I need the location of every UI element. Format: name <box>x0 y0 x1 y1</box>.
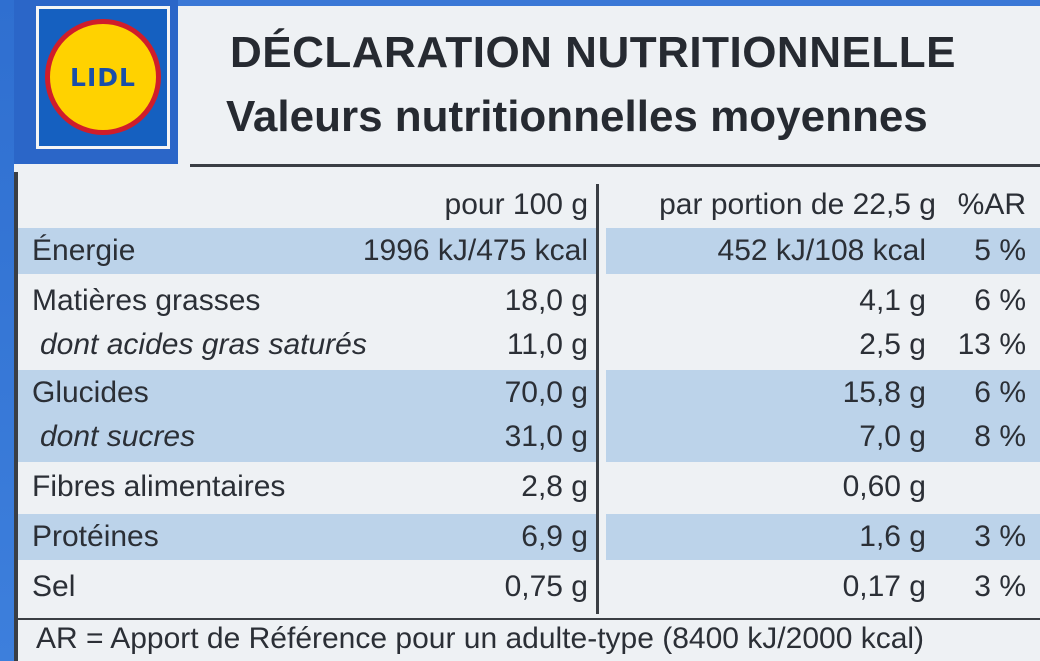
row-portion: 7,0 g <box>859 420 926 453</box>
row-name: Fibres alimentaires <box>32 470 286 503</box>
page-title: DÉCLARATION NUTRITIONNELLE <box>230 28 956 77</box>
header-divider <box>190 164 1040 167</box>
top-blue-strip <box>175 0 1040 6</box>
label-header: DÉCLARATION NUTRITIONNELLE Valeurs nutri… <box>180 6 1040 164</box>
table-row: dont sucres 31,0 g 7,0 g 8 % <box>18 414 1040 460</box>
row-per100: 18,0 g <box>504 284 588 317</box>
row-ar: 3 % <box>974 570 1026 603</box>
table-row: Énergie 1996 kJ/475 kcal 452 kJ/108 kcal… <box>18 228 1040 274</box>
column-divider <box>596 184 599 614</box>
row-per100: 0,75 g <box>504 570 588 603</box>
column-gap <box>596 228 606 274</box>
row-portion: 15,8 g <box>842 376 926 409</box>
lidl-logo: LIDL <box>14 0 178 164</box>
row-name: Sel <box>32 570 76 603</box>
row-name: Énergie <box>32 234 136 267</box>
row-per100: 11,0 g <box>506 328 588 361</box>
row-ar: 5 % <box>974 234 1026 267</box>
table-row: Fibres alimentaires 2,8 g 0,60 g <box>18 464 1040 510</box>
row-ar: 13 % <box>957 328 1026 361</box>
row-ar: 6 % <box>974 284 1026 317</box>
row-name: Protéines <box>32 520 159 553</box>
footer-divider <box>18 618 1040 620</box>
row-portion: 4,1 g <box>859 284 926 317</box>
table-header-row: pour 100 g par portion de 22,5 g %AR <box>18 182 1040 228</box>
logo-frame: LIDL <box>36 6 170 149</box>
row-per100: 70,0 g <box>504 376 588 409</box>
row-name: dont acides gras saturés <box>40 328 367 361</box>
row-portion: 1,6 g <box>859 520 926 553</box>
row-name: dont sucres <box>40 420 196 453</box>
row-per100: 1996 kJ/475 kcal <box>362 234 588 267</box>
row-name: Matières grasses <box>32 284 261 317</box>
row-per100: 2,8 g <box>521 470 588 503</box>
row-name: Glucides <box>32 376 149 409</box>
logo-circle: LIDL <box>45 19 161 135</box>
column-header-per100: pour 100 g <box>444 188 588 221</box>
row-ar: 6 % <box>974 376 1026 409</box>
table-row: Glucides 70,0 g 15,8 g 6 % <box>18 370 1040 416</box>
logo-text: LIDL <box>70 62 136 92</box>
table-row: Sel 0,75 g 0,17 g 3 % <box>18 564 1040 610</box>
row-portion: 0,60 g <box>842 470 926 503</box>
column-gap <box>596 514 606 560</box>
reference-note: AR = Apport de Référence pour un adulte-… <box>36 622 925 655</box>
row-per100: 6,9 g <box>521 520 588 553</box>
nutrition-table-frame <box>14 172 1040 661</box>
row-ar: 8 % <box>974 420 1026 453</box>
row-ar: 3 % <box>974 520 1026 553</box>
row-portion: 452 kJ/108 kcal <box>717 234 926 267</box>
page-subtitle: Valeurs nutritionnelles moyennes <box>226 92 928 141</box>
table-row-group-shaded <box>18 370 1040 462</box>
column-header-ar: %AR <box>957 188 1026 221</box>
left-blue-strip <box>0 0 14 661</box>
row-portion: 2,5 g <box>859 328 926 361</box>
table-row: Matières grasses 18,0 g 4,1 g 6 % <box>18 278 1040 324</box>
row-per100: 31,0 g <box>504 420 588 453</box>
table-row: dont acides gras saturés 11,0 g 2,5 g 13… <box>18 322 1040 368</box>
column-gap <box>596 370 606 462</box>
column-header-portion: par portion de 22,5 g <box>659 188 936 221</box>
table-row: Protéines 6,9 g 1,6 g 3 % <box>18 514 1040 560</box>
row-portion: 0,17 g <box>842 570 926 603</box>
